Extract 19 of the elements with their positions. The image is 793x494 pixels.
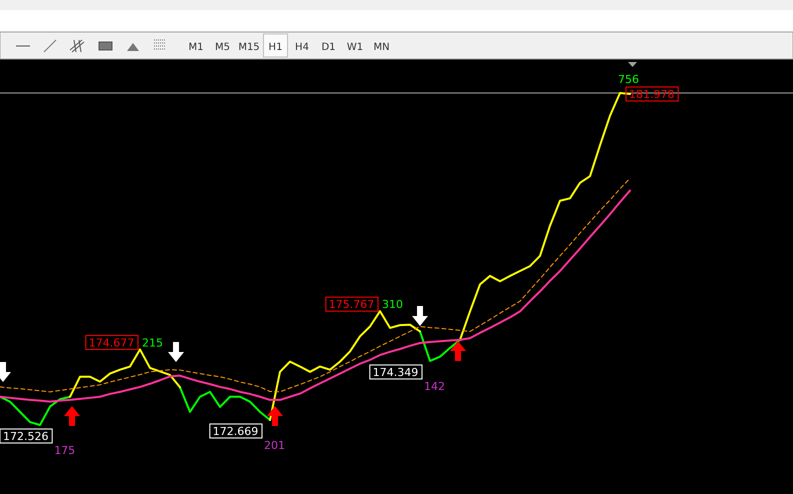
text: H4 [295, 42, 309, 53]
text: 756 [618, 73, 639, 86]
text: 175 [54, 444, 76, 457]
text: D1 [321, 42, 336, 53]
text: W1 [346, 42, 364, 53]
text: M1 [188, 42, 204, 53]
data-label: 175.767 [328, 298, 374, 312]
text: MN [373, 42, 390, 53]
annotation: 142 [424, 380, 445, 393]
data-label: 172.669 [212, 424, 258, 438]
annotation: 310 [382, 298, 403, 312]
data-label: 174.349 [372, 366, 418, 379]
text: M5 [215, 42, 230, 53]
text: 201 [264, 438, 285, 452]
text: M15 [238, 42, 260, 53]
data-label: 174.677 [88, 336, 134, 350]
data-label: 172.526 [3, 430, 48, 443]
text: H1 [268, 42, 282, 53]
annotation: 215 [142, 336, 163, 350]
